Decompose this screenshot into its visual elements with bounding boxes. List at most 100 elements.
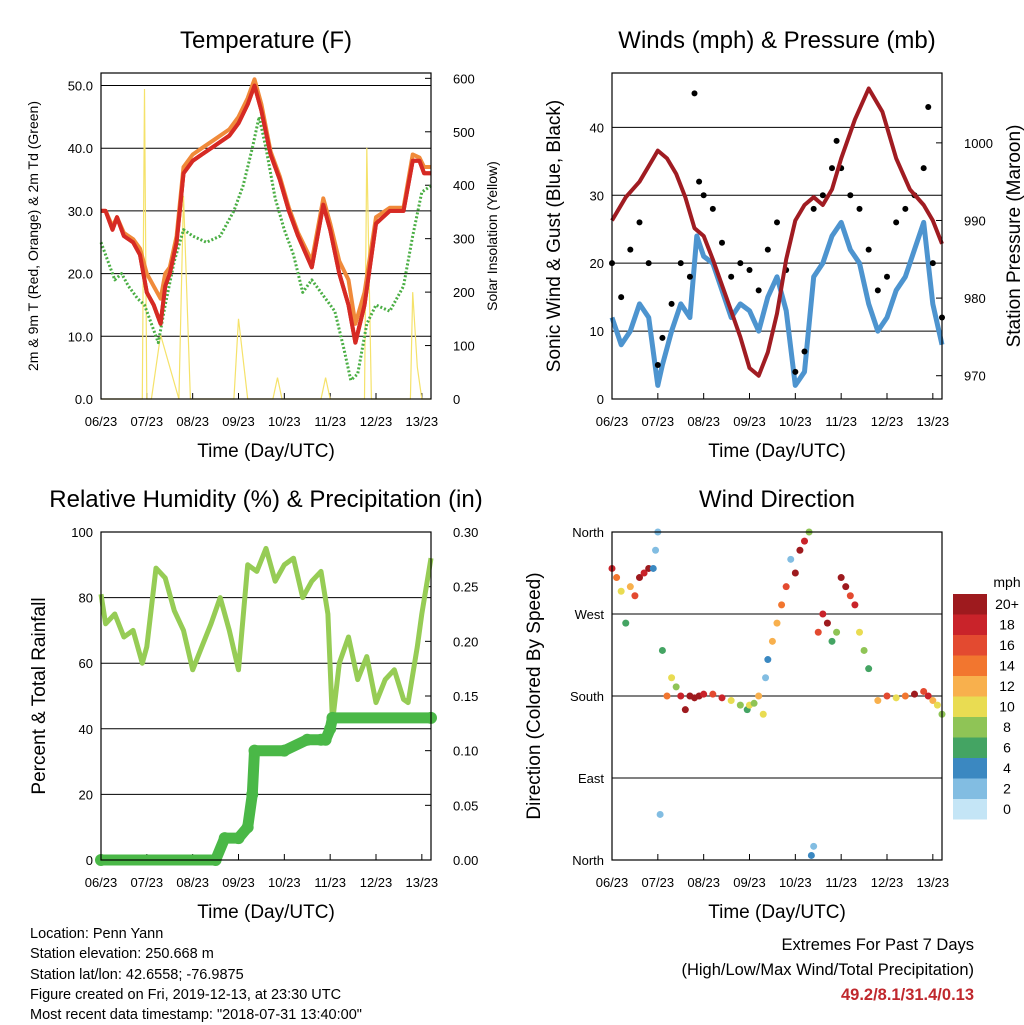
- direction-point: [819, 610, 827, 618]
- panel-title: Temperature (F): [180, 27, 352, 54]
- extremes-title: Extremes For Past 7 Days: [781, 936, 974, 954]
- direction-point: [828, 637, 836, 645]
- y2-tick-label: 0: [453, 392, 460, 407]
- x-tick-label: 06/23: [85, 875, 118, 890]
- y2-tick-label: 0.30: [453, 525, 478, 540]
- panel-title: Winds (mph) & Pressure (mb): [618, 27, 935, 54]
- direction-point: [768, 637, 776, 645]
- gust-point: [902, 205, 909, 212]
- gust-point: [696, 178, 703, 185]
- x-tick-label: 12/23: [871, 414, 904, 429]
- direction-point: [755, 692, 763, 700]
- y-tick-label: North: [572, 853, 604, 868]
- x-tick-label: 10/23: [779, 414, 812, 429]
- x-tick-label: 11/23: [825, 875, 857, 890]
- y2-tick-label: 0.00: [453, 853, 478, 868]
- direction-point: [833, 628, 841, 636]
- gust-point: [654, 362, 661, 369]
- direction-point: [901, 692, 909, 700]
- direction-point: [622, 619, 630, 627]
- y-tick-label: 20.0: [68, 267, 93, 282]
- x-tick-label: 09/23: [733, 414, 766, 429]
- gust-point: [925, 103, 932, 110]
- direction-point: [851, 601, 859, 609]
- y-tick-label: North: [572, 525, 604, 540]
- plot-border: [611, 531, 943, 861]
- gust-point: [801, 348, 808, 355]
- precip-point: [326, 711, 339, 724]
- direction-point: [791, 569, 799, 577]
- legend-label: 20+: [995, 596, 1019, 612]
- gust-point: [764, 246, 771, 253]
- x-tick-label: 13/23: [917, 875, 950, 890]
- gust-point: [833, 137, 840, 144]
- x-tick-label: 12/23: [871, 875, 904, 890]
- series-td2m: [99, 115, 432, 382]
- gust-point: [929, 260, 936, 267]
- legend-label: 14: [999, 658, 1015, 674]
- gust-point: [659, 334, 666, 341]
- panel-title: Relative Humidity (%) & Precipitation (i…: [49, 486, 482, 513]
- y-axis-label: Direction (Colored By Speed): [524, 572, 545, 819]
- direction-point: [658, 646, 666, 654]
- y-tick-label: West: [575, 607, 605, 622]
- precip-point: [248, 744, 261, 757]
- y2-tick-label: 500: [453, 125, 475, 140]
- y-tick-label: 0: [86, 853, 93, 868]
- legend-label: 6: [1003, 740, 1011, 756]
- direction-point: [736, 701, 744, 709]
- direction-point: [727, 697, 735, 705]
- location-text: Location: Penn Yann: [30, 926, 164, 942]
- gust-point: [874, 287, 881, 294]
- legend-swatch: [953, 799, 987, 820]
- gust-point: [847, 192, 854, 199]
- direction-point: [823, 619, 831, 627]
- x-tick-label: 13/23: [406, 875, 439, 890]
- direction-point: [709, 690, 717, 698]
- latlon-text: Station lat/lon: 42.6558; -76.9875: [30, 966, 244, 983]
- pressure-line: [610, 86, 944, 378]
- precip-point: [301, 733, 314, 746]
- legend-swatch: [953, 758, 987, 779]
- y2-tick-label: 1000: [964, 136, 993, 151]
- elevation-text: Station elevation: 250.668 m: [30, 946, 214, 963]
- legend-swatch: [953, 676, 987, 697]
- direction-point: [929, 697, 937, 705]
- y2-axis-label: Station Pressure (Maroon): [1004, 125, 1024, 348]
- direction-point: [681, 706, 689, 714]
- x-tick-label: 09/23: [222, 414, 255, 429]
- y-tick-label: 40: [590, 120, 604, 135]
- x-tick-label: 08/23: [687, 414, 720, 429]
- series-precip: [101, 712, 431, 866]
- x-tick-label: 13/23: [917, 414, 950, 429]
- direction-point: [631, 592, 639, 600]
- direction-point: [856, 628, 863, 636]
- direction-point: [807, 851, 815, 859]
- direction-point: [911, 690, 918, 698]
- precip-point: [324, 722, 337, 735]
- gust-point: [746, 266, 753, 273]
- legend-swatch: [953, 717, 987, 738]
- x-tick-label: 11/23: [825, 414, 857, 429]
- y-tick-label: 40: [79, 722, 93, 737]
- direction-point: [750, 699, 758, 707]
- y-tick-label: 20: [79, 787, 93, 802]
- y-tick-label: 30.0: [68, 204, 93, 219]
- precip-point: [319, 733, 332, 746]
- y-tick-label: 20: [590, 256, 604, 271]
- plot-border: [611, 72, 943, 400]
- x-tick-label: 11/23: [314, 875, 346, 890]
- y-tick-label: South: [570, 689, 604, 704]
- x-tick-label: 07/23: [131, 875, 164, 890]
- x-tick-label: 07/23: [131, 414, 164, 429]
- y2-tick-label: 990: [964, 213, 986, 228]
- direction-point: [672, 683, 680, 691]
- gust-point: [691, 90, 698, 97]
- direction-point: [842, 583, 850, 591]
- direction-point: [892, 694, 900, 702]
- y2-tick-label: 0.20: [453, 634, 478, 649]
- gust-point: [627, 246, 634, 253]
- y-tick-label: 0.0: [75, 392, 93, 407]
- legend-swatch: [953, 655, 987, 676]
- y2-tick-label: 300: [453, 232, 475, 247]
